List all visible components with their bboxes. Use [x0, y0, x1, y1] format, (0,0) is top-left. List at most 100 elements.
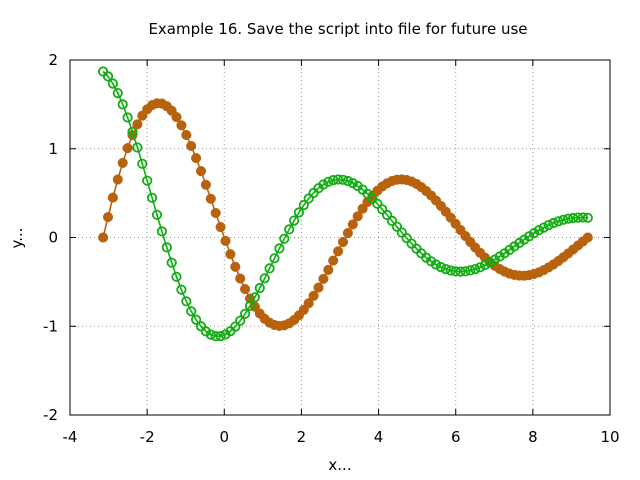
- data-point: [386, 215, 398, 226]
- data-point: [347, 219, 358, 230]
- plot-frame: [69, 59, 611, 416]
- data-point: [582, 212, 593, 223]
- data-point: [122, 112, 133, 123]
- data-point: [240, 308, 251, 319]
- data-point: [132, 142, 143, 153]
- data-point: [210, 331, 221, 342]
- data-point: [137, 158, 148, 169]
- data-point: [186, 140, 197, 152]
- data-point: [171, 112, 182, 123]
- data-point: [284, 224, 295, 235]
- data-point: [254, 282, 265, 294]
- data-point: [210, 207, 221, 219]
- data-point: [548, 217, 559, 229]
- data-point: [195, 166, 207, 177]
- data-point: [377, 204, 388, 215]
- data-point: [147, 192, 158, 203]
- data-point: [274, 243, 285, 254]
- data-point: [235, 315, 246, 326]
- data-point: [215, 330, 226, 342]
- data-point: [132, 119, 143, 130]
- data-point: [381, 209, 393, 221]
- data-point: [151, 209, 163, 220]
- data-point: [112, 174, 123, 185]
- series-layer: [98, 66, 593, 342]
- y-tick-label: 1: [48, 140, 58, 158]
- y-tick-label: 2: [48, 51, 58, 69]
- data-point: [107, 78, 119, 89]
- series-line: [102, 70, 588, 338]
- data-point: [558, 214, 569, 225]
- data-point: [323, 176, 334, 187]
- data-point: [303, 298, 314, 309]
- data-point: [313, 282, 324, 293]
- data-point: [181, 296, 192, 307]
- data-point: [474, 262, 486, 273]
- data-point: [440, 263, 451, 275]
- data-point: [264, 263, 275, 274]
- y-tick-label: 0: [48, 229, 58, 247]
- data-point: [337, 236, 349, 248]
- y-axis-label: y...: [8, 227, 26, 248]
- data-point: [337, 174, 349, 185]
- data-point: [215, 222, 226, 233]
- data-point: [205, 329, 216, 340]
- data-point: [445, 265, 456, 276]
- data-point: [333, 246, 344, 257]
- data-point: [220, 235, 231, 246]
- data-point: [142, 175, 153, 186]
- data-point: [318, 273, 329, 284]
- data-point: [181, 129, 192, 141]
- data-point: [391, 221, 402, 232]
- x-tick-label: 2: [297, 428, 307, 446]
- data-point: [161, 242, 172, 253]
- data-point: [171, 271, 182, 282]
- data-point: [318, 179, 329, 190]
- data-point: [352, 211, 363, 222]
- x-tick-label: -4: [63, 428, 78, 446]
- data-point: [430, 259, 442, 270]
- grid: [70, 60, 610, 415]
- data-point: [249, 292, 260, 303]
- data-point: [328, 255, 339, 266]
- data-point: [288, 215, 300, 226]
- data-point: [455, 266, 466, 277]
- series-1: [98, 98, 593, 331]
- data-point: [127, 126, 138, 137]
- data-point: [156, 226, 167, 237]
- data-point: [582, 232, 593, 243]
- data-point: [465, 265, 476, 276]
- data-point: [166, 257, 177, 268]
- data-point: [553, 216, 564, 227]
- data-point: [117, 99, 128, 110]
- data-point: [328, 175, 339, 186]
- data-point: [567, 212, 579, 224]
- data-point: [259, 273, 270, 284]
- x-axis-label: x...: [328, 456, 351, 474]
- data-point: [230, 261, 241, 272]
- x-tick-label: 4: [374, 428, 384, 446]
- data-point: [435, 261, 446, 273]
- data-point: [269, 253, 280, 264]
- data-point: [225, 249, 236, 260]
- data-point: [176, 284, 187, 295]
- data-point: [572, 212, 584, 223]
- data-point: [538, 222, 549, 233]
- data-point: [235, 273, 246, 284]
- data-point: [230, 321, 241, 332]
- data-point: [450, 266, 461, 277]
- data-point: [205, 193, 216, 204]
- data-point: [293, 207, 304, 218]
- data-point: [191, 314, 202, 325]
- series-2: [98, 66, 593, 342]
- x-tick-label: 8: [528, 428, 538, 446]
- series-line: [102, 102, 589, 327]
- data-point: [342, 175, 353, 187]
- data-point: [176, 120, 187, 131]
- data-point: [244, 300, 256, 311]
- y-tick-label: -1: [43, 317, 58, 335]
- x-tick-label: 0: [220, 428, 230, 446]
- data-point: [323, 264, 334, 275]
- data-point: [308, 290, 319, 301]
